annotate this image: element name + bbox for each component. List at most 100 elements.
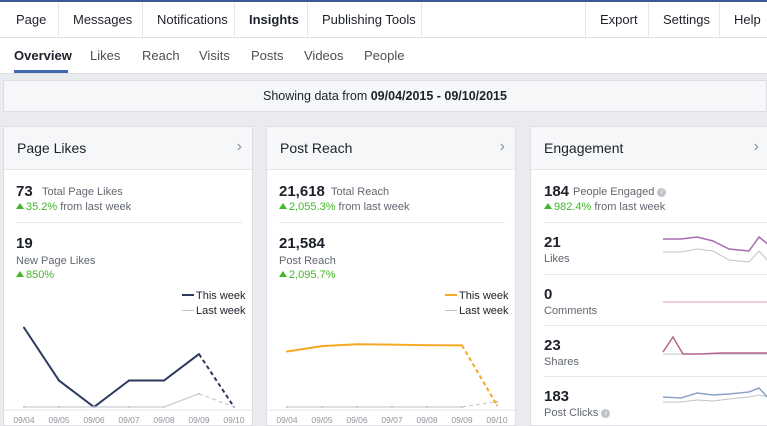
tab-posts[interactable]: Posts: [251, 48, 284, 63]
post-clicks-text: Post Clicks: [544, 407, 599, 419]
data-point: [58, 379, 60, 382]
nav-divider: [421, 2, 422, 38]
post-reach-header[interactable]: Post Reach ›: [267, 127, 515, 170]
likes-label: Likes: [544, 253, 570, 265]
x-tick-label: 09/09: [188, 415, 210, 425]
data-point: [461, 406, 463, 408]
legend-swatch: [445, 294, 457, 296]
nav-divider: [648, 2, 649, 38]
x-tick-label: 09/09: [451, 415, 473, 425]
total-reach-change-value: 2,055.3%: [289, 201, 336, 213]
nav-publishing-tools[interactable]: Publishing Tools: [322, 12, 416, 27]
data-point: [128, 406, 130, 408]
data-point: [163, 406, 165, 408]
page-likes-header[interactable]: Page Likes ›: [4, 127, 252, 170]
x-tick-label: 09/10: [486, 415, 508, 425]
nav-help[interactable]: Help ▼: [720, 2, 767, 62]
divider: [279, 222, 505, 223]
total-reach-label: Total Reach: [331, 186, 390, 198]
likes-value: 21: [544, 234, 561, 251]
total-page-likes-label: Total Page Likes: [42, 186, 123, 198]
chevron-right-icon[interactable]: ›: [236, 138, 242, 155]
nav-export[interactable]: Export: [600, 12, 638, 27]
data-point: [356, 343, 358, 346]
comments-label: Comments: [544, 305, 598, 317]
legend-swatch: [182, 310, 194, 311]
data-point: [58, 406, 60, 408]
nav-settings[interactable]: Settings: [663, 12, 710, 27]
data-point: [391, 343, 393, 346]
nav-notifications[interactable]: Notifications: [157, 12, 228, 27]
change-suffix: from last week: [60, 201, 132, 213]
shares-label: Shares: [544, 356, 579, 368]
total-reach-change: 2,055.3% from last week: [279, 201, 409, 213]
chevron-right-icon[interactable]: ›: [499, 138, 505, 155]
total-page-likes-value: 73: [16, 183, 33, 200]
legend-last-week-label: Last week: [196, 305, 246, 317]
data-point: [496, 404, 498, 407]
date-range-value: 09/04/2015 - 09/10/2015: [370, 89, 507, 103]
legend-swatch: [182, 294, 194, 296]
post-reach-chart: 09/04 09/05 09/06 09/07 09/08 09/09 09/10: [267, 343, 515, 425]
data-point: [128, 379, 130, 382]
post-clicks-sparkline: [662, 387, 767, 403]
data-point: [198, 353, 200, 356]
nav-divider: [307, 2, 308, 38]
up-arrow-icon: [16, 203, 24, 209]
change-suffix: from last week: [594, 201, 666, 213]
page-likes-title: Page Likes: [17, 140, 87, 156]
tab-reach[interactable]: Reach: [142, 48, 180, 63]
divider: [16, 222, 242, 223]
tab-likes[interactable]: Likes: [90, 48, 121, 63]
data-point: [23, 406, 25, 408]
legend-last-week-label: Last week: [459, 305, 509, 317]
legend-last-week: Last week: [182, 305, 246, 317]
new-page-likes-label: New Page Likes: [16, 255, 96, 267]
total-reach-value: 21,618: [279, 183, 325, 200]
info-icon[interactable]: i: [601, 409, 611, 418]
x-tick-label: 09/08: [416, 415, 438, 425]
series-projection-this-week: [198, 353, 235, 408]
nav-divider: [142, 2, 143, 38]
up-arrow-icon: [16, 271, 24, 277]
tab-people[interactable]: People: [364, 48, 405, 63]
data-point: [461, 344, 463, 347]
post-reach-value: 21,584: [279, 235, 325, 252]
x-tick-label: 09/04: [276, 415, 298, 425]
nav-page[interactable]: Page: [16, 12, 47, 27]
nav-insights[interactable]: Insights: [249, 12, 299, 27]
new-page-likes-value: 19: [16, 235, 33, 252]
x-tick-label: 09/08: [153, 415, 175, 425]
engagement-header[interactable]: Engagement ›: [531, 127, 767, 170]
engagement-title: Engagement: [544, 140, 624, 156]
new-page-likes-change: 850%: [16, 269, 54, 281]
x-tick-label: 09/06: [346, 415, 368, 425]
info-icon[interactable]: i: [657, 188, 667, 197]
people-engaged-change-value: 982.4%: [554, 201, 592, 213]
data-point: [286, 350, 288, 353]
data-point: [426, 344, 428, 347]
data-point: [23, 326, 25, 329]
chevron-right-icon[interactable]: ›: [753, 138, 759, 155]
legend-this-week-label: This week: [459, 290, 509, 302]
insights-subnav: Overview Likes Reach Visits Posts Videos…: [0, 38, 767, 74]
legend-last-week: Last week: [445, 305, 509, 317]
post-clicks-label: Post Clicks i: [544, 407, 611, 419]
tab-videos[interactable]: Videos: [304, 48, 344, 63]
data-point: [198, 392, 200, 395]
tab-visits[interactable]: Visits: [199, 48, 230, 63]
date-range-bar: Showing data from 09/04/2015 - 09/10/201…: [3, 80, 767, 112]
nav-divider: [58, 2, 59, 38]
change-suffix: from last week: [338, 201, 410, 213]
shares-sparkline: [662, 335, 767, 355]
post-reach-title: Post Reach: [280, 140, 353, 156]
divider: [544, 325, 767, 326]
data-point: [163, 379, 165, 382]
tab-overview[interactable]: Overview: [14, 38, 72, 73]
nav-messages[interactable]: Messages: [73, 12, 133, 27]
series-line-last-week: [24, 393, 200, 408]
shares-value: 23: [544, 337, 561, 354]
legend-this-week-label: This week: [196, 290, 246, 302]
page-likes-chart: 09/04 09/05 09/06 09/07 09/08 09/09 09/10: [4, 326, 252, 425]
people-engaged-change: 982.4% from last week: [544, 201, 665, 213]
